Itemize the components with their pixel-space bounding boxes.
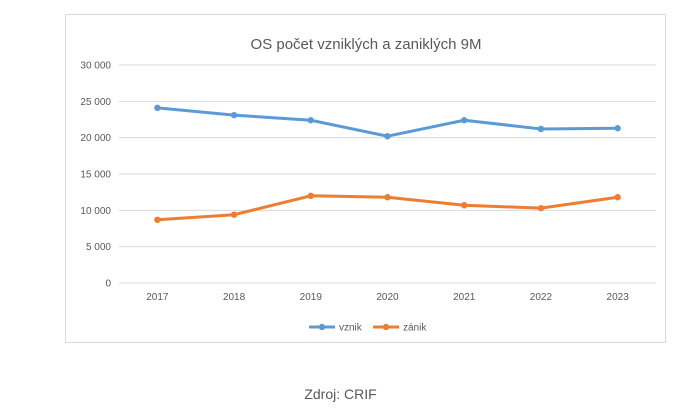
y-tick-label: 30 000 xyxy=(80,61,111,72)
y-tick-label: 20 000 xyxy=(80,133,111,144)
x-tick-label: 2022 xyxy=(530,292,553,303)
legend-label[interactable]: vznik xyxy=(339,323,363,334)
data-point xyxy=(384,194,391,201)
data-point xyxy=(614,194,621,201)
series-line-vznik xyxy=(155,106,620,138)
x-tick-label: 2018 xyxy=(223,292,246,303)
x-tick-label: 2019 xyxy=(300,292,323,303)
x-tick-label: 2021 xyxy=(453,292,476,303)
y-tick-label: 25 000 xyxy=(80,97,111,108)
y-axis-ticks: 0 5 000 10 000 15 000 20 000 25 000 30 000 xyxy=(80,61,111,290)
data-point xyxy=(154,216,161,223)
legend-label[interactable]: zánik xyxy=(403,323,427,334)
y-tick-label: 5 000 xyxy=(86,242,111,253)
x-tick-label: 2023 xyxy=(607,292,630,303)
y-tick-label: 0 xyxy=(105,279,111,290)
legend-swatch-marker xyxy=(382,323,390,331)
legend[interactable]: vznik zánik xyxy=(309,323,427,334)
data-point xyxy=(614,125,621,132)
x-axis-ticks: 2017 2018 2019 2020 2021 2022 2023 xyxy=(146,292,629,303)
data-point xyxy=(461,117,468,124)
data-point xyxy=(154,104,161,112)
data-point xyxy=(307,117,314,124)
y-tick-label: 15 000 xyxy=(80,170,111,181)
legend-swatch-marker xyxy=(318,323,326,331)
source-note: Zdroj: CRIF xyxy=(304,386,377,402)
chart-title: OS počet vzniklých a zaniklých 9M xyxy=(251,36,482,53)
x-tick-label: 2017 xyxy=(146,292,169,303)
data-point xyxy=(384,133,391,140)
data-point xyxy=(230,111,238,119)
series-group xyxy=(154,104,621,223)
data-point xyxy=(461,202,468,209)
data-point xyxy=(230,211,238,218)
line-chart: OS počet vzniklých a zaniklých 9M 0 5 000… xyxy=(80,36,656,334)
data-point xyxy=(537,204,545,212)
data-point xyxy=(537,125,545,133)
y-tick-label: 10 000 xyxy=(80,206,111,217)
grid-lines xyxy=(119,64,656,284)
x-tick-label: 2020 xyxy=(376,292,399,303)
data-point xyxy=(307,192,314,199)
chart-frame: OS počet vzniklých a zaniklých 9M 0 5 000… xyxy=(65,14,666,343)
